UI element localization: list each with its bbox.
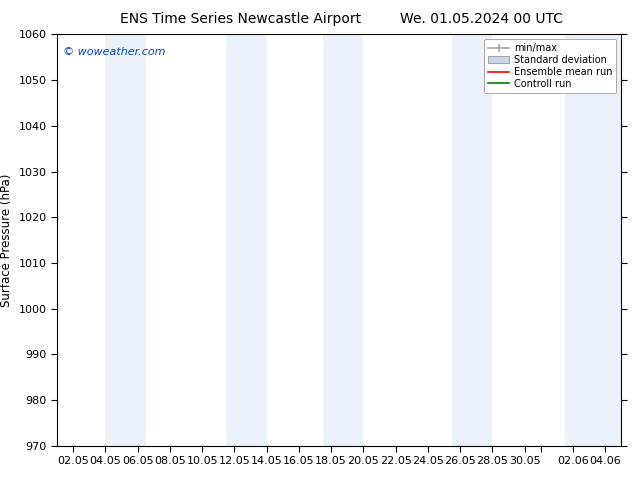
Bar [226, 34, 267, 446]
Text: We. 01.05.2024 00 UTC: We. 01.05.2024 00 UTC [400, 12, 564, 26]
Bar [105, 34, 146, 446]
Legend: min/max, Standard deviation, Ensemble mean run, Controll run: min/max, Standard deviation, Ensemble me… [484, 39, 616, 93]
Bar [323, 34, 363, 446]
Text: ENS Time Series Newcastle Airport: ENS Time Series Newcastle Airport [120, 12, 361, 26]
Bar [452, 34, 493, 446]
Y-axis label: Surface Pressure (hPa): Surface Pressure (hPa) [0, 173, 13, 307]
Bar [565, 34, 621, 446]
Text: © woweather.com: © woweather.com [63, 47, 165, 57]
